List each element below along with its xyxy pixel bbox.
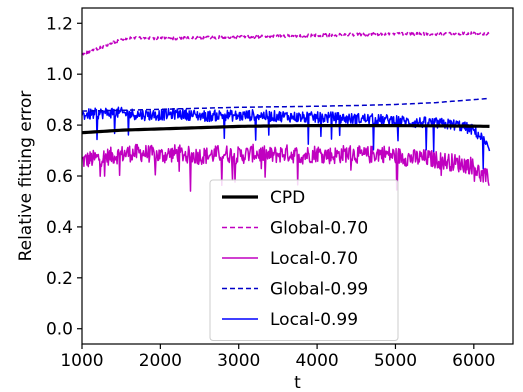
y-tick-label: 1.2 [46, 14, 73, 34]
legend-label: Local-0.99 [270, 310, 358, 330]
x-tick-label: 5000 [374, 351, 417, 371]
legend-label: Local-0.70 [270, 249, 358, 269]
series-line-cpd [82, 123, 490, 135]
legend-label: Global-0.99 [270, 280, 368, 300]
y-tick-label: 1.0 [46, 65, 73, 85]
x-axis-label: t [294, 373, 301, 392]
legend-label: CPD [270, 188, 305, 208]
x-tick-label: 4000 [295, 351, 338, 371]
x-tick-label: 1000 [60, 351, 103, 371]
legend-box [209, 179, 399, 341]
series-line-local-0-70 [82, 143, 490, 192]
y-tick-label: 0.6 [46, 167, 73, 187]
y-tick-label: 0.2 [46, 269, 73, 289]
x-tick-label: 2000 [139, 351, 182, 371]
y-tick-label: 0.0 [46, 320, 73, 340]
legend-label: Global-0.70 [270, 219, 368, 239]
ticks-layer: 1000 2000 3000 4000 5000 6000 0.0 0.2 0.4 0.6 0.8 1… [46, 14, 495, 371]
y-tick-label: 0.8 [46, 116, 73, 136]
series-layer [82, 31, 491, 192]
y-tick-label: 0.4 [46, 218, 73, 238]
x-tick-label: 3000 [217, 351, 260, 371]
series-line-global-0-70 [82, 31, 491, 56]
legend: CPD Global-0.70 Local-0.70 Global-0.99 Local… [209, 179, 399, 341]
x-tick-label: 6000 [452, 351, 495, 371]
y-axis-label: Relative fitting error [16, 91, 36, 262]
series-line-global-0-99 [82, 97, 490, 112]
